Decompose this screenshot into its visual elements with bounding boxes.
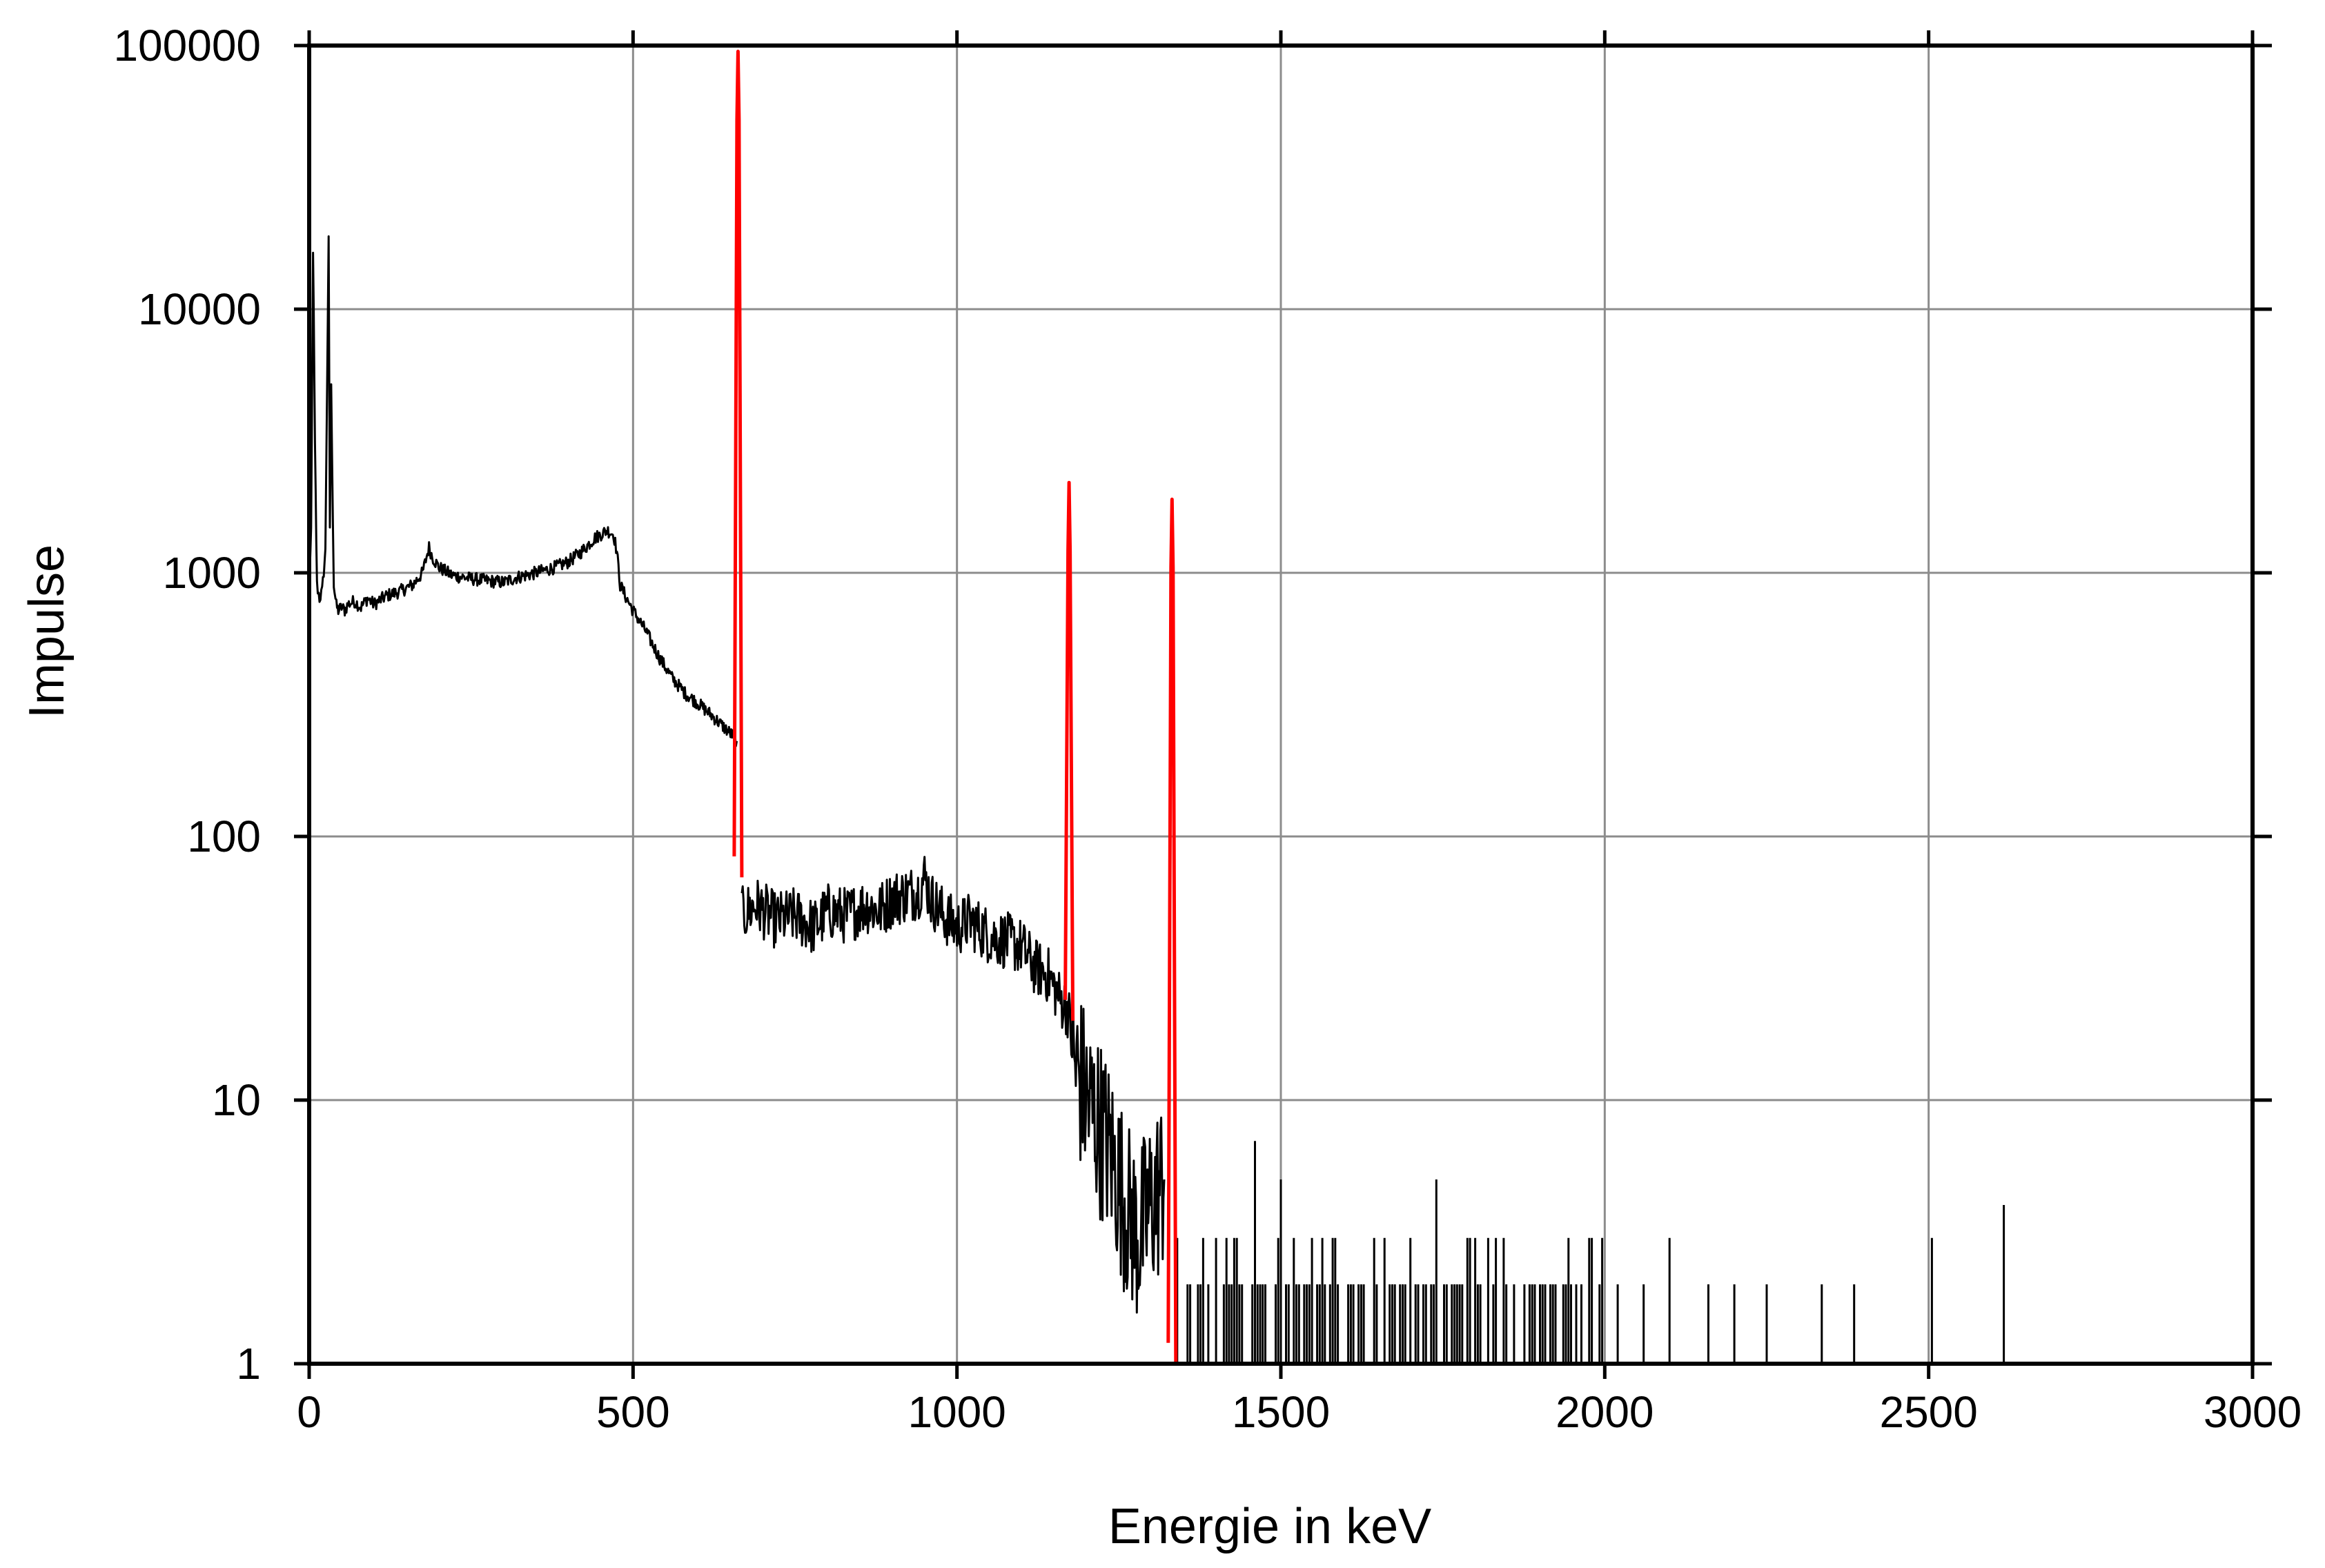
ticks [294,30,2272,1379]
peak-1332 [1166,498,1178,1364]
x-axis-title: Energie in keV [1108,1499,1431,1554]
y-axis-title: Impulse [19,545,75,718]
x-tick-label: 2500 [1879,1387,1977,1437]
x-tick-label: 500 [596,1387,670,1437]
x-tick-label: 1000 [908,1387,1005,1437]
series-spectrum-continuum [740,856,1166,1314]
series-layer [308,235,2005,1364]
peak-layer [732,50,1178,1364]
y-tick-label: 1 [236,1339,261,1389]
peak-1173 [1063,480,1075,1021]
x-tick-label: 3000 [2204,1387,2302,1437]
y-tick-label: 1000 [163,548,261,598]
y-tick-labels: 1 10 100 1000 10000 100000 [113,21,261,1389]
y-tick-label: 10 [212,1075,261,1125]
y-tick-label: 100 [187,812,261,861]
x-tick-label: 2000 [1556,1387,1654,1437]
peak-662 [732,50,744,878]
x-tick-labels: 0 500 1000 1500 2000 2500 3000 [297,1387,2302,1437]
x-tick-label: 0 [297,1387,322,1437]
x-tick-label: 1500 [1232,1387,1330,1437]
series-spectrum [308,235,738,747]
y-tick-label: 10000 [138,284,261,334]
y-tick-label: 100000 [113,21,261,70]
